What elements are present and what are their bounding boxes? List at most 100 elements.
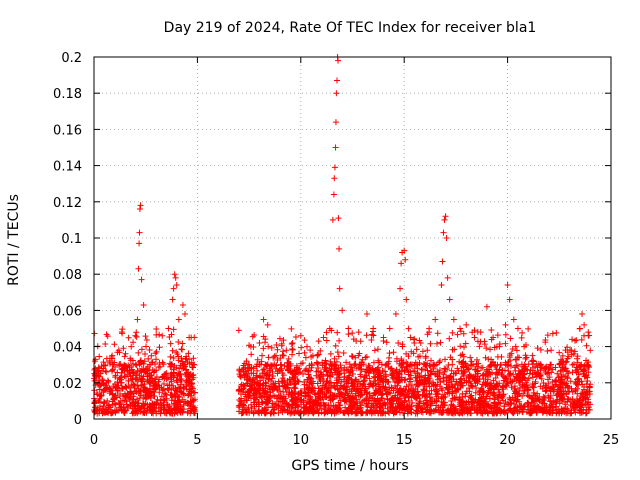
data-point xyxy=(393,385,400,392)
data-point xyxy=(349,330,356,337)
y-tick-label: 0.04 xyxy=(53,341,82,356)
data-point xyxy=(371,407,378,414)
data-point xyxy=(398,356,405,363)
data-point xyxy=(122,350,129,357)
data-point xyxy=(545,365,552,372)
data-point xyxy=(505,367,512,374)
data-point xyxy=(336,370,343,377)
data-point xyxy=(448,367,455,374)
data-point xyxy=(183,353,190,360)
data-point xyxy=(547,361,554,368)
data-point xyxy=(416,403,423,410)
data-point xyxy=(483,407,490,414)
data-point xyxy=(319,359,326,366)
data-point xyxy=(317,402,324,409)
data-point xyxy=(534,369,541,376)
data-point xyxy=(414,370,421,377)
data-point xyxy=(117,390,124,397)
data-point xyxy=(261,366,268,373)
data-point xyxy=(564,375,571,382)
data-point xyxy=(344,374,351,381)
data-point xyxy=(271,361,278,368)
data-point xyxy=(329,396,336,403)
data-point xyxy=(285,355,292,362)
data-point xyxy=(117,401,124,408)
data-point xyxy=(155,364,162,371)
data-point xyxy=(127,388,134,395)
data-point xyxy=(477,409,484,416)
data-point xyxy=(458,398,465,405)
data-point xyxy=(281,406,288,413)
data-point xyxy=(242,391,249,398)
data-point xyxy=(96,380,103,387)
data-point xyxy=(185,391,192,398)
data-point xyxy=(176,371,183,378)
data-point xyxy=(553,329,560,336)
data-point xyxy=(506,406,513,413)
data-point xyxy=(248,386,255,393)
data-point xyxy=(396,395,403,402)
data-point xyxy=(482,354,489,361)
data-point xyxy=(266,383,273,390)
data-point xyxy=(502,398,509,405)
data-point xyxy=(254,361,261,368)
data-point xyxy=(549,379,556,386)
data-point xyxy=(494,369,501,376)
data-point xyxy=(424,347,431,354)
data-point xyxy=(91,371,98,378)
data-point xyxy=(581,321,588,328)
data-point xyxy=(459,359,466,366)
data-point xyxy=(321,410,328,417)
data-point xyxy=(481,403,488,410)
data-point xyxy=(530,403,537,410)
data-point xyxy=(314,406,321,413)
data-point xyxy=(585,329,592,336)
data-point xyxy=(485,356,492,363)
data-point xyxy=(256,339,263,346)
data-point xyxy=(283,347,290,354)
data-point xyxy=(180,406,187,413)
data-point xyxy=(539,385,546,392)
data-point xyxy=(427,398,434,405)
data-point xyxy=(301,405,308,412)
data-point xyxy=(136,229,143,236)
data-point xyxy=(304,398,311,405)
data-point xyxy=(407,405,414,412)
data-point xyxy=(290,399,297,406)
data-point xyxy=(263,362,270,369)
data-point xyxy=(503,375,510,382)
data-point xyxy=(576,325,583,332)
data-point xyxy=(111,341,118,348)
data-point xyxy=(519,381,526,388)
data-point xyxy=(116,362,123,369)
data-point xyxy=(152,376,159,383)
data-point xyxy=(348,403,355,410)
data-point xyxy=(257,380,264,387)
data-point xyxy=(153,400,160,407)
data-point xyxy=(383,339,390,346)
data-point xyxy=(368,337,375,344)
data-point xyxy=(371,347,378,354)
data-point xyxy=(249,333,256,340)
data-point xyxy=(377,397,384,404)
data-point xyxy=(457,325,464,332)
data-point xyxy=(160,399,167,406)
data-point xyxy=(148,352,155,359)
data-point xyxy=(466,388,473,395)
data-point xyxy=(578,336,585,343)
data-point xyxy=(472,396,479,403)
data-point xyxy=(334,386,341,393)
data-point xyxy=(255,408,262,415)
data-point xyxy=(95,372,102,379)
data-point xyxy=(121,408,128,415)
data-point xyxy=(331,393,338,400)
data-point xyxy=(471,327,478,334)
data-point xyxy=(474,363,481,370)
data-point xyxy=(422,406,429,413)
data-point xyxy=(382,373,389,380)
data-point xyxy=(308,406,315,413)
data-point xyxy=(479,372,486,379)
data-point xyxy=(325,388,332,395)
data-point xyxy=(248,405,255,412)
data-point xyxy=(366,397,373,404)
